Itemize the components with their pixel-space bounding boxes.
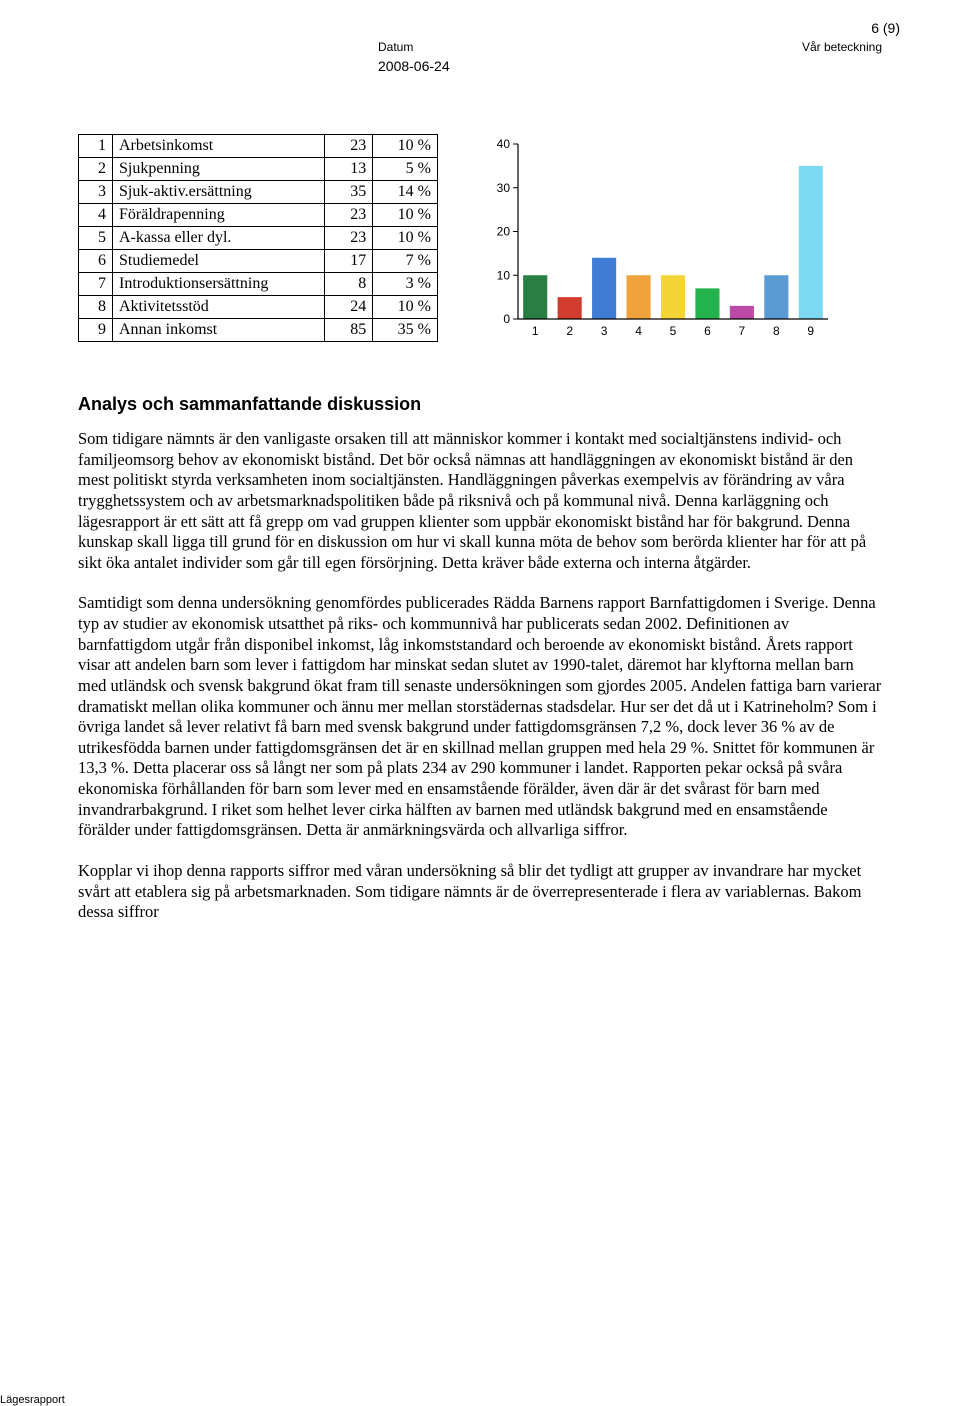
row-label: Sjukpenning — [113, 158, 325, 181]
bar — [661, 275, 685, 319]
x-tick-label: 1 — [532, 324, 539, 338]
table-row: 3Sjuk-aktiv.ersättning3514 % — [79, 181, 438, 204]
table-row: 2Sjukpenning135 % — [79, 158, 438, 181]
table-row: 5A-kassa eller dyl.2310 % — [79, 227, 438, 250]
bar — [695, 288, 719, 319]
bar — [627, 275, 651, 319]
row-label: A-kassa eller dyl. — [113, 227, 325, 250]
footer-cut-text: Lägesrapport — [0, 1394, 65, 1406]
income-table: 1Arbetsinkomst2310 %2Sjukpenning135 %3Sj… — [78, 134, 438, 342]
row-percent: 10 % — [373, 227, 438, 250]
row-count: 23 — [324, 204, 373, 227]
page-container: 6 (9) Datum Vår beteckning 2008-06-24 1A… — [0, 0, 960, 983]
row-percent: 35 % — [373, 319, 438, 342]
x-tick-label: 6 — [704, 324, 711, 338]
bar — [764, 275, 788, 319]
row-percent: 5 % — [373, 158, 438, 181]
row-count: 8 — [324, 273, 373, 296]
y-tick-label: 40 — [497, 137, 511, 151]
table-row: 4Föräldrapenning2310 % — [79, 204, 438, 227]
table-row: 1Arbetsinkomst2310 % — [79, 135, 438, 158]
row-count: 23 — [324, 135, 373, 158]
body-paragraph: Kopplar vi ihop denna rapports siffror m… — [78, 861, 882, 923]
x-tick-label: 9 — [807, 324, 814, 338]
row-index: 5 — [79, 227, 113, 250]
row-count: 13 — [324, 158, 373, 181]
header-row: Datum Vår beteckning — [378, 40, 882, 54]
x-tick-label: 3 — [601, 324, 608, 338]
row-count: 17 — [324, 250, 373, 273]
row-label: Annan inkomst — [113, 319, 325, 342]
row-index: 2 — [79, 158, 113, 181]
bar — [730, 306, 754, 319]
row-percent: 7 % — [373, 250, 438, 273]
bar — [799, 166, 823, 319]
bar — [523, 275, 547, 319]
row-index: 1 — [79, 135, 113, 158]
row-label: Föräldrapenning — [113, 204, 325, 227]
bar-chart-wrap: 0 10 20 30 40 1 2 3 4 5 6 7 8 9 — [478, 134, 838, 344]
row-count: 23 — [324, 227, 373, 250]
datum-label: Datum — [378, 40, 413, 54]
row-label: Arbetsinkomst — [113, 135, 325, 158]
section-heading: Analys och sammanfattande diskussion — [78, 394, 882, 415]
row-label: Aktivitetsstöd — [113, 296, 325, 319]
row-count: 85 — [324, 319, 373, 342]
row-count: 35 — [324, 181, 373, 204]
x-tick-label: 2 — [566, 324, 573, 338]
x-tick-label: 8 — [773, 324, 780, 338]
beteckning-label: Vår beteckning — [802, 40, 882, 54]
table-row: 9Annan inkomst8535 % — [79, 319, 438, 342]
row-percent: 3 % — [373, 273, 438, 296]
x-tick-label: 5 — [670, 324, 677, 338]
row-count: 24 — [324, 296, 373, 319]
row-label: Studiemedel — [113, 250, 325, 273]
page-number: 6 (9) — [871, 20, 900, 36]
table-row: 7Introduktionsersättning83 % — [79, 273, 438, 296]
bar-chart: 0 10 20 30 40 1 2 3 4 5 6 7 8 9 — [478, 134, 838, 344]
row-index: 3 — [79, 181, 113, 204]
row-percent: 10 % — [373, 296, 438, 319]
table-chart-block: 1Arbetsinkomst2310 %2Sjukpenning135 %3Sj… — [78, 134, 882, 344]
row-index: 4 — [79, 204, 113, 227]
row-label: Sjuk-aktiv.ersättning — [113, 181, 325, 204]
x-tick-label: 4 — [635, 324, 642, 338]
bar — [592, 258, 616, 319]
bar — [558, 297, 582, 319]
row-index: 7 — [79, 273, 113, 296]
row-percent: 10 % — [373, 204, 438, 227]
y-tick-label: 20 — [497, 225, 511, 239]
body-paragraph: Samtidigt som denna undersökning genomfö… — [78, 593, 882, 841]
y-tick-label: 0 — [503, 312, 510, 326]
x-tick-label: 7 — [739, 324, 746, 338]
row-index: 8 — [79, 296, 113, 319]
y-tick-label: 30 — [497, 181, 511, 195]
body-paragraph: Som tidigare nämnts är den vanligaste or… — [78, 429, 882, 573]
row-percent: 10 % — [373, 135, 438, 158]
body-text: Som tidigare nämnts är den vanligaste or… — [78, 429, 882, 923]
row-label: Introduktionsersättning — [113, 273, 325, 296]
table-row: 6Studiemedel177 % — [79, 250, 438, 273]
table-row: 8Aktivitetsstöd2410 % — [79, 296, 438, 319]
row-index: 9 — [79, 319, 113, 342]
y-tick-label: 10 — [497, 268, 511, 282]
header-date: 2008-06-24 — [378, 58, 882, 74]
row-percent: 14 % — [373, 181, 438, 204]
row-index: 6 — [79, 250, 113, 273]
